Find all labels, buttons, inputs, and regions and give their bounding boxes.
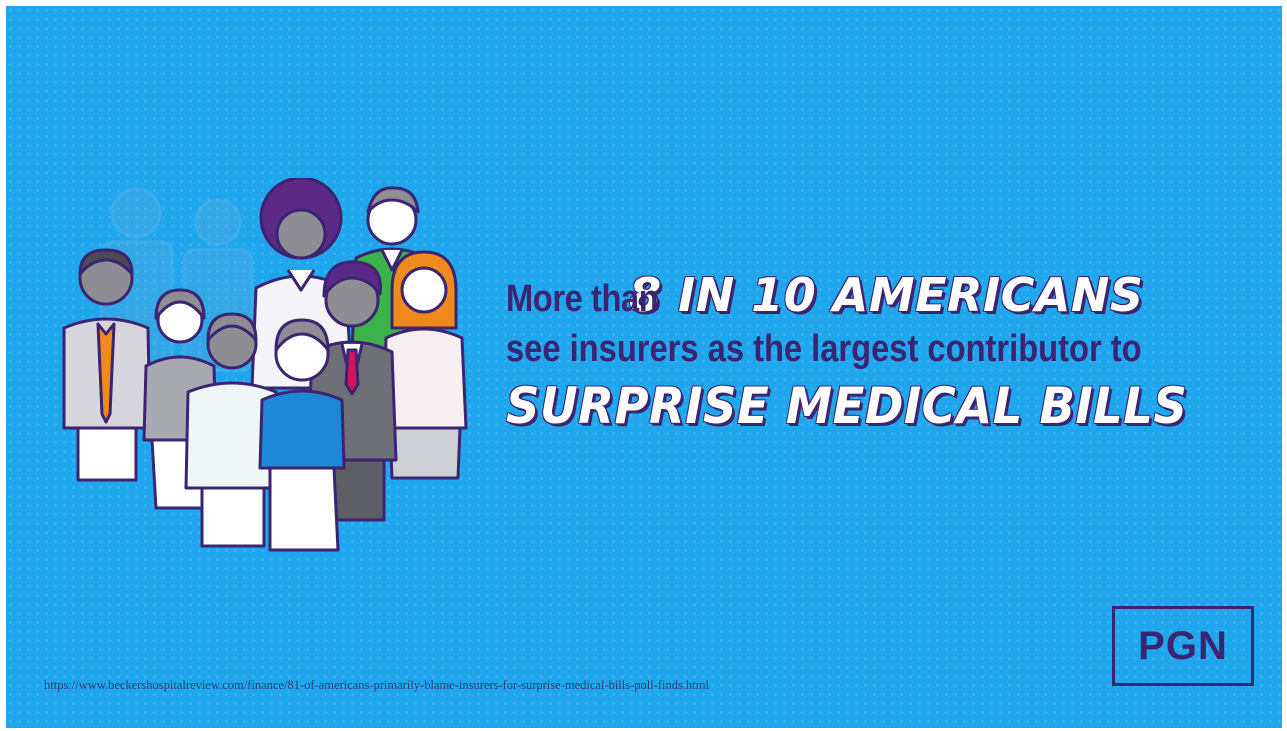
headline-stat: 8 IN 10 AMERICANS [629,268,1144,322]
infographic-slide: More than 8 IN 10 AMERICANS see insurers… [6,6,1282,728]
pgn-logo: PGN [1112,606,1254,686]
headline: More than 8 IN 10 AMERICANS see insurers… [506,268,1266,435]
source-url: https://www.beckershospitalreview.com/fi… [44,678,709,692]
headline-lead: More than [506,278,659,320]
headline-line-3: SURPRISE MEDICAL BILLS [506,377,1266,435]
logo-text: PGN [1138,623,1228,668]
headline-emphasis: SURPRISE MEDICAL BILLS [506,377,1188,435]
group-of-people-icon [62,178,468,552]
headline-line-1: More than 8 IN 10 AMERICANS [506,268,1266,322]
headline-middle: see insurers as the largest contributor … [506,328,1142,370]
